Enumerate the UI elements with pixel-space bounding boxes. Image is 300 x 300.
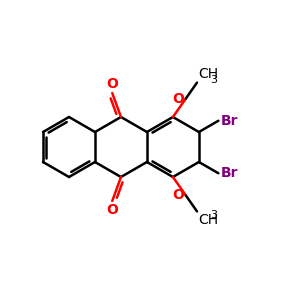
Text: O: O bbox=[172, 188, 184, 203]
Text: O: O bbox=[172, 92, 184, 106]
Text: Br: Br bbox=[221, 114, 238, 128]
Text: O: O bbox=[106, 76, 118, 91]
Text: 3: 3 bbox=[210, 210, 217, 220]
Text: Br: Br bbox=[221, 166, 238, 180]
Text: 3: 3 bbox=[210, 75, 217, 85]
Text: O: O bbox=[106, 203, 118, 218]
Text: CH: CH bbox=[199, 213, 219, 227]
Text: CH: CH bbox=[199, 67, 219, 81]
